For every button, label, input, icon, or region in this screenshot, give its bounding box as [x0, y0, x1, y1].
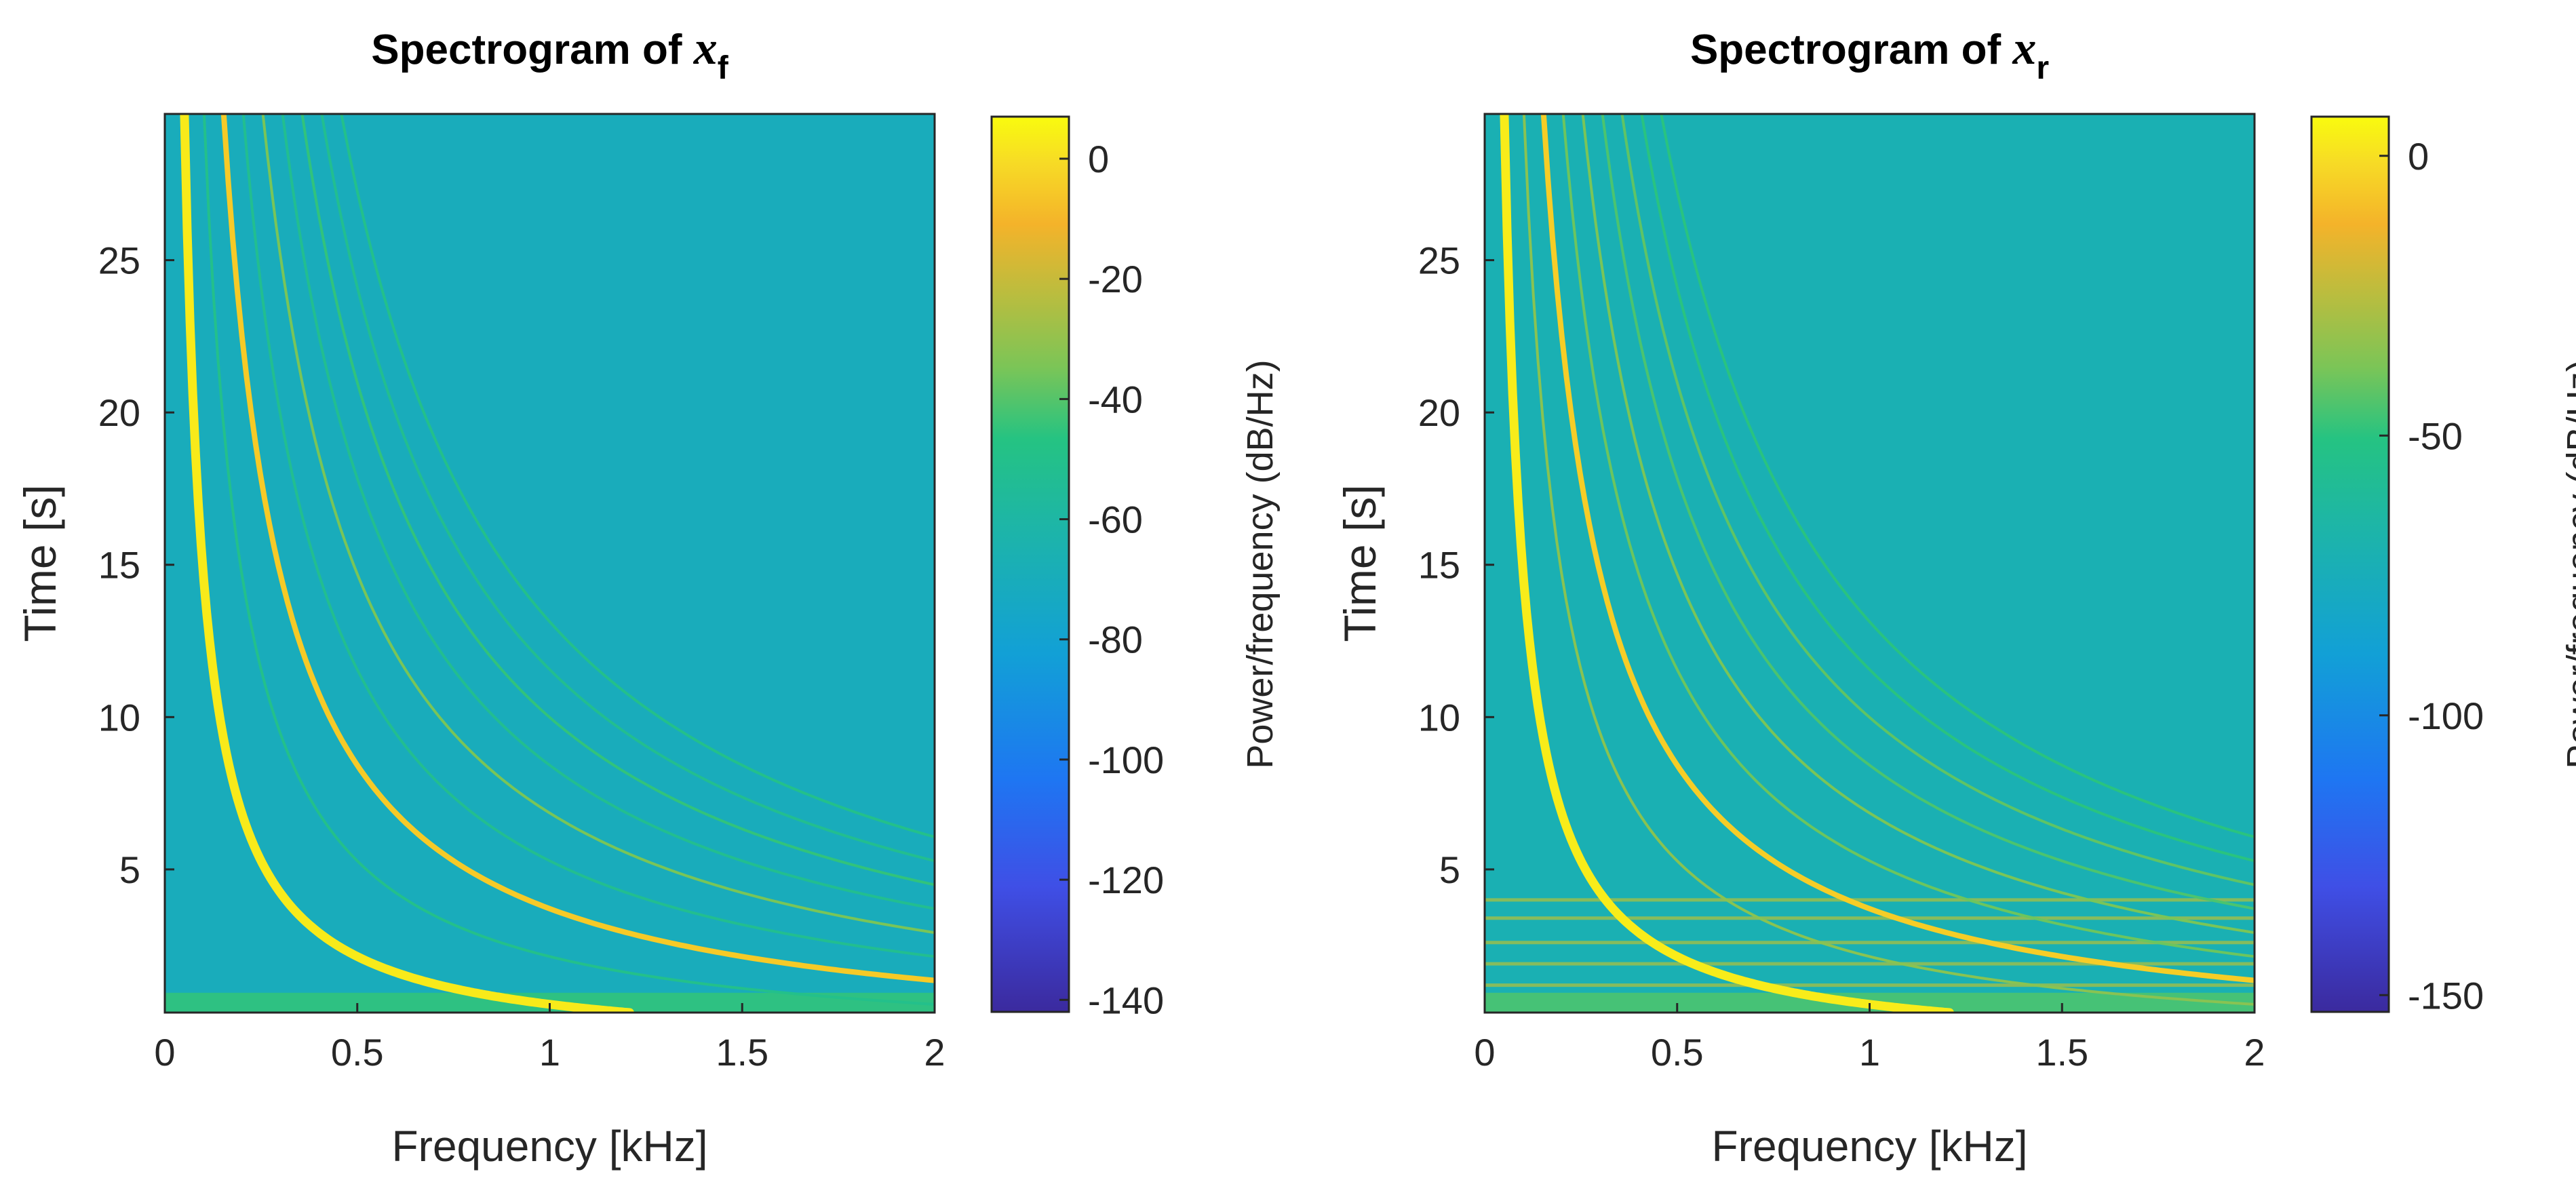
- y-tick-label: 10: [1418, 696, 1460, 739]
- x-tick-label: 1: [539, 1031, 560, 1074]
- x-tick-label: 1.5: [2035, 1031, 2088, 1074]
- colorbar-tick-label: -80: [1088, 619, 1143, 661]
- harmonic-curve-3: [1540, 114, 2255, 983]
- harmonic-curve-3: [220, 114, 935, 983]
- harmonic-curve-7: [1620, 114, 2255, 886]
- colorbar-label: Power/frequency (dB/Hz): [1240, 359, 1281, 768]
- title-text: Spectrogram of: [371, 26, 693, 73]
- harmonic-curve-2: [202, 114, 935, 1006]
- harmonic-curve-6: [1601, 114, 2255, 910]
- title-variable: x: [693, 22, 718, 75]
- colorbar-tick-label: -100: [2408, 694, 2484, 737]
- harmonic-curve-9: [340, 114, 935, 839]
- harmonic-curve-8: [320, 114, 935, 863]
- colorbar-label: Power/frequency (dB/Hz): [2560, 359, 2576, 768]
- colorbar-tick-label: -60: [1088, 498, 1143, 541]
- x-tick-label: 2: [2244, 1031, 2265, 1074]
- harmonic-curve-5: [261, 114, 935, 935]
- chart-title: Spectrogram of xr: [1690, 22, 2049, 86]
- y-tick-label: 5: [119, 848, 140, 891]
- x-axis-label: Frequency [kHz]: [392, 1122, 708, 1171]
- colorbar-tick-label: 0: [2408, 135, 2429, 178]
- x-tick-label: 0: [1474, 1031, 1495, 1074]
- colorbar-tick-label: -40: [1088, 378, 1143, 420]
- title-text: Spectrogram of: [1690, 26, 2012, 73]
- spectrogram-plot-area: [1485, 114, 2255, 1013]
- colorbar-tick-label: 0: [1088, 138, 1109, 180]
- title-subscript: r: [2036, 50, 2049, 86]
- colorbar: [990, 115, 1070, 1013]
- x-tick-label: 0.5: [1651, 1031, 1704, 1074]
- spectrogram-background: [165, 114, 935, 1013]
- harmonic-curve-2: [1522, 114, 2255, 1006]
- y-tick-label: 15: [98, 544, 140, 587]
- harmonic-curve-8: [1640, 114, 2255, 863]
- y-tick-label: 25: [1418, 239, 1460, 282]
- chart-title: Spectrogram of xf: [371, 22, 728, 86]
- y-tick-label: 20: [1418, 391, 1460, 434]
- colorbar: [2310, 115, 2390, 1013]
- harmonic-curve-5: [1581, 114, 2255, 935]
- y-axis-label: Time [s]: [15, 484, 65, 642]
- x-tick-label: 2: [924, 1031, 945, 1074]
- x-axis-label: Frequency [kHz]: [1712, 1122, 2028, 1171]
- y-tick-label: 25: [98, 239, 140, 282]
- y-axis-label: Time [s]: [1335, 484, 1385, 642]
- colorbar-tick-label: -50: [2408, 414, 2463, 457]
- x-tick-label: 1: [1859, 1031, 1880, 1074]
- title-variable: x: [2012, 22, 2036, 75]
- harmonic-curve-9: [1660, 114, 2255, 839]
- y-tick-label: 10: [98, 696, 140, 739]
- x-tick-label: 1.5: [716, 1031, 768, 1074]
- harmonic-curve-4: [1561, 114, 2255, 958]
- x-tick-label: 0: [154, 1031, 175, 1074]
- colorbar-tick-label: -120: [1088, 859, 1164, 901]
- title-subscript: f: [718, 50, 729, 86]
- colorbar-tick-label: -140: [1088, 979, 1164, 1021]
- harmonic-curve-1: [1500, 114, 1954, 1013]
- harmonic-curve-1: [180, 114, 634, 1013]
- colorbar-tick-label: -100: [1088, 739, 1164, 781]
- colorbar-tick-label: -150: [2408, 974, 2484, 1017]
- spectrogram-background: [1485, 114, 2255, 1013]
- y-tick-label: 20: [98, 391, 140, 434]
- harmonic-curve-4: [241, 114, 935, 958]
- x-tick-label: 0.5: [331, 1031, 384, 1074]
- colorbar-tick-label: -20: [1088, 258, 1143, 300]
- harmonic-curve-7: [300, 114, 935, 886]
- harmonic-curve-6: [281, 114, 935, 910]
- y-tick-label: 5: [1439, 848, 1460, 891]
- y-tick-label: 15: [1418, 544, 1460, 587]
- spectrogram-plot-area: [165, 114, 935, 1013]
